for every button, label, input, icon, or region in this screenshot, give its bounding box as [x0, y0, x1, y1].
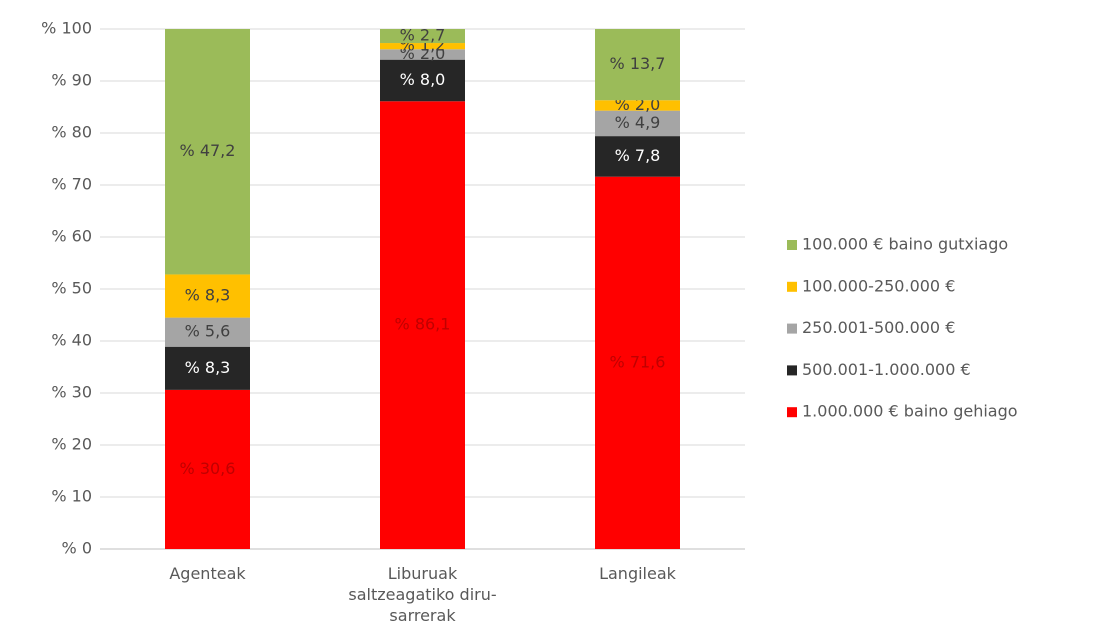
y-tick-label: % 50: [51, 279, 92, 298]
data-label: % 4,9: [615, 113, 661, 132]
data-label: % 47,2: [180, 141, 236, 160]
y-tick-label: % 90: [51, 71, 92, 90]
y-tick-label: % 10: [51, 487, 92, 506]
y-tick-label: % 100: [41, 19, 92, 38]
legend-swatch: [787, 407, 797, 418]
y-tick-label: % 70: [51, 175, 92, 194]
bar-segment: [380, 101, 465, 549]
legend-label: 500.001-1.000.000 €: [802, 360, 971, 379]
legend-label: 100.000-250.000 €: [802, 276, 955, 295]
bar-segment: [165, 274, 250, 318]
legend-label: 1.000.000 € baino gehiago: [802, 402, 1018, 421]
bar-segment: [165, 317, 250, 347]
y-tick-label: % 0: [62, 539, 92, 558]
y-tick-label: % 30: [51, 383, 92, 402]
data-label: % 71,6: [610, 352, 666, 371]
bar-segment: [380, 43, 465, 50]
y-tick-label: % 80: [51, 123, 92, 142]
data-label: % 86,1: [395, 315, 451, 334]
bar-segment: [165, 346, 250, 390]
data-label: % 5,6: [185, 322, 231, 341]
bar-segment: [595, 100, 680, 111]
data-label: % 13,7: [610, 54, 666, 73]
bar-segment: [380, 29, 465, 44]
bar-segment: [595, 110, 680, 137]
x-tick-label: Langileak: [599, 564, 676, 583]
bar-segment: [595, 29, 680, 101]
legend-swatch: [787, 323, 797, 334]
data-label: % 7,8: [615, 146, 661, 165]
y-tick-label: % 20: [51, 435, 92, 454]
data-label: % 30,6: [180, 459, 236, 478]
y-tick-label: % 40: [51, 331, 92, 350]
legend-swatch: [787, 240, 797, 250]
data-label: % 8,3: [185, 358, 231, 377]
bar-segment: [380, 49, 465, 60]
x-tick-label: Liburuak saltzeagatiko diru-sarrerak: [348, 564, 497, 625]
y-tick-label: % 60: [51, 227, 92, 246]
bar-segment: [165, 29, 250, 275]
legend-swatch: [787, 281, 797, 292]
legend-label: 100.000 € baino gutxiago: [802, 235, 1008, 254]
legend-swatch: [787, 365, 797, 376]
bar-segment: [595, 136, 680, 177]
data-label: % 8,0: [400, 70, 446, 89]
bar-segment: [165, 389, 250, 549]
bar-segment: [380, 59, 465, 102]
legend-label: 250.001-500.000 €: [802, 318, 955, 337]
data-label: % 2,7: [400, 26, 446, 45]
bar-segment: [595, 176, 680, 549]
x-tick-label: Agenteak: [169, 564, 246, 583]
data-label: % 8,3: [185, 286, 231, 305]
